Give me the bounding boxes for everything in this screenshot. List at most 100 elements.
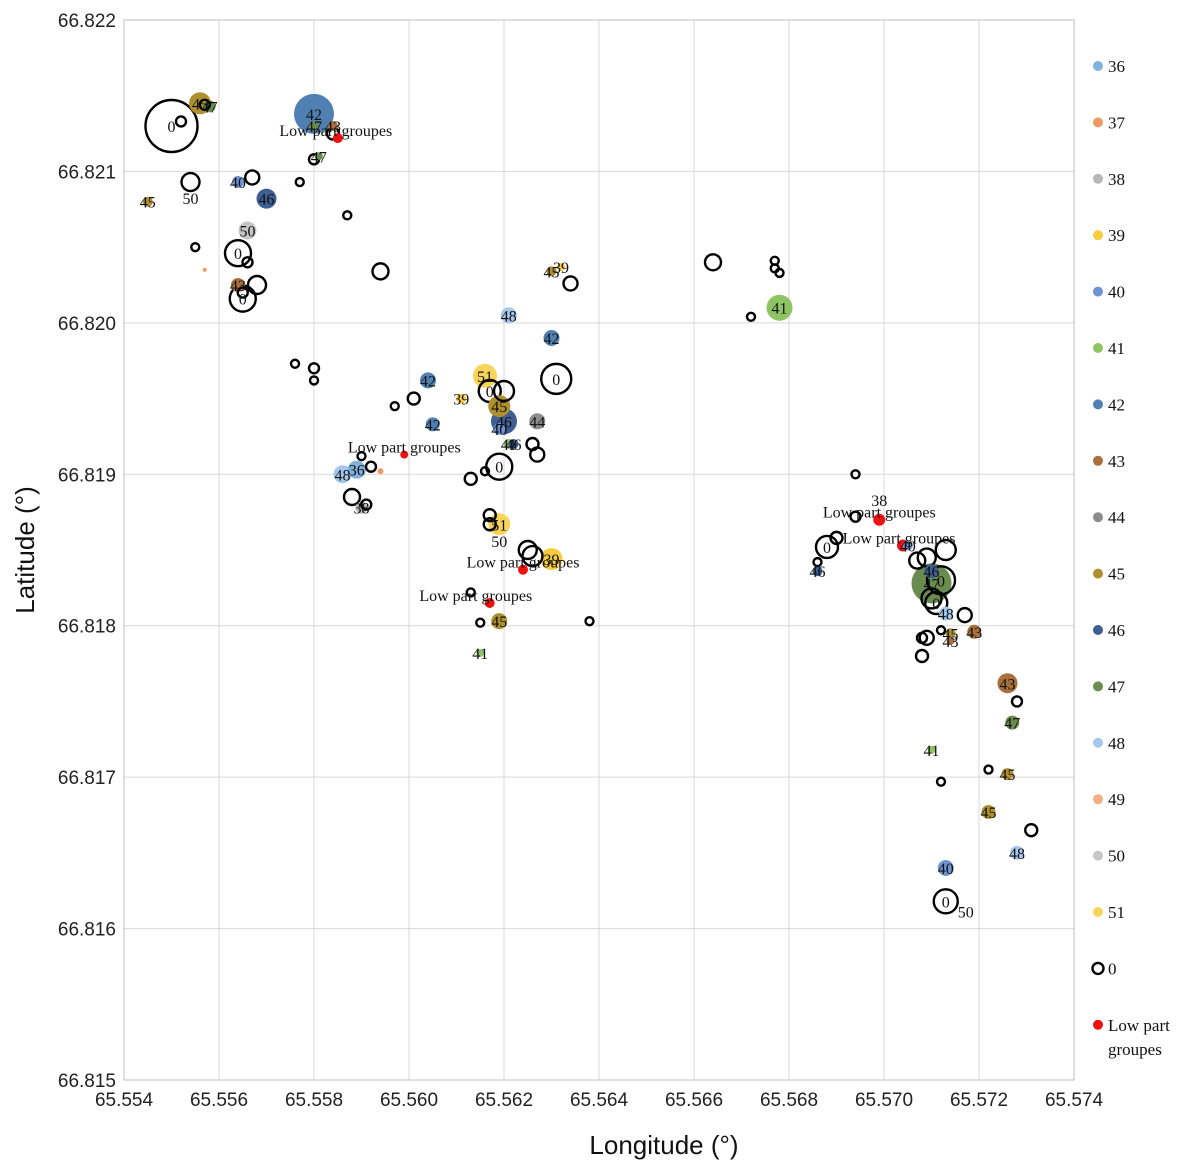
point-45	[142, 196, 153, 207]
x-tick-label: 65.568	[760, 1090, 818, 1111]
point-label: 41	[772, 301, 788, 318]
zero-ring-point	[814, 534, 840, 560]
zero-ring-point	[915, 631, 929, 645]
zero-ring-point	[294, 176, 305, 188]
zero-ring-point	[246, 274, 268, 296]
point-42	[294, 93, 334, 134]
point-label: 46	[924, 564, 940, 581]
zero-ring-point	[356, 450, 367, 462]
point-label: 45	[1000, 767, 1016, 784]
legend-swatch	[1093, 61, 1103, 71]
point-label: 47	[306, 119, 322, 136]
zero-ring-point	[492, 379, 516, 403]
point-40	[937, 860, 954, 876]
zero-ring-point	[1024, 822, 1039, 838]
point-45	[945, 628, 956, 639]
zero-ring-point	[364, 460, 378, 473]
low-part-label: Low part groupes	[279, 123, 392, 140]
point-46	[508, 439, 519, 449]
zero-ring-point	[932, 888, 959, 915]
point-50	[238, 221, 257, 240]
point-label: 0	[239, 292, 247, 309]
legend-label: 40	[1108, 283, 1125, 302]
legend-swatch	[1093, 1019, 1103, 1030]
y-tick-label: 66.816	[58, 920, 116, 941]
point-label: 43	[325, 119, 341, 136]
data-points	[142, 92, 1039, 915]
point-label: 0	[937, 573, 945, 590]
point-48	[500, 307, 517, 324]
legend-swatch	[1093, 230, 1103, 241]
y-tick-label: 66.817	[58, 768, 116, 789]
point-label: 46	[259, 192, 275, 209]
zero-ring-point	[983, 764, 994, 775]
point-label: 43	[966, 625, 982, 642]
legend-label: Low part	[1108, 1016, 1170, 1035]
zero-ring-point	[812, 556, 823, 568]
point-label: 0	[932, 596, 940, 613]
zero-ring-point	[198, 98, 211, 112]
point-39	[456, 393, 467, 404]
zero-ring-point	[307, 362, 321, 375]
point-40	[902, 540, 913, 551]
point-label: 36	[349, 463, 365, 480]
point-label: 48	[335, 467, 351, 484]
zero-ring-point	[371, 262, 390, 281]
zero-ring-point	[935, 625, 947, 636]
legend-swatch	[1093, 512, 1103, 523]
point-48	[1010, 845, 1024, 860]
point-44	[529, 413, 546, 430]
legend-swatch	[1093, 455, 1103, 466]
point-label: 41	[501, 437, 517, 454]
low-part-label: Low part groupes	[419, 588, 532, 605]
point-label: 40	[491, 422, 507, 439]
zero-ring-point	[914, 648, 930, 664]
point-label: 45	[491, 614, 507, 631]
legend-swatch	[1093, 343, 1103, 353]
zero-ring-point	[908, 551, 927, 570]
point-41	[927, 745, 936, 754]
point-label: 50	[183, 191, 199, 208]
x-tick-label: 65.574	[1045, 1090, 1104, 1111]
x-tick-label: 65.562	[475, 1090, 533, 1111]
zero-ring-point	[540, 362, 573, 396]
legend-label: 50	[1108, 847, 1125, 866]
point-label: 42	[425, 417, 441, 434]
point-label: 42	[544, 331, 560, 348]
zero-ring-point	[479, 466, 491, 477]
point-42	[420, 372, 436, 389]
point-37	[377, 468, 384, 475]
point-39	[540, 548, 563, 571]
point-label: 45	[544, 264, 560, 281]
zero-ring-point	[482, 507, 497, 523]
low-part-point	[484, 598, 495, 608]
x-tick-label: 65.572	[950, 1090, 1008, 1111]
y-tick-label: 66.820	[58, 314, 116, 335]
point-42	[543, 330, 560, 346]
legend-label: 44	[1108, 508, 1126, 527]
legend-label: 51	[1108, 903, 1125, 922]
point-label: 38	[354, 501, 370, 518]
zero-ring-point	[223, 238, 253, 268]
zero-ring-point	[342, 487, 362, 507]
zero-ring-point	[342, 210, 353, 221]
legend-swatch	[1093, 173, 1103, 184]
point-47	[1005, 715, 1020, 730]
zero-ring-point	[406, 391, 421, 406]
legend-swatch	[1093, 117, 1103, 128]
point-label: 47	[311, 149, 327, 166]
legend-swatch	[1093, 399, 1103, 410]
x-tick-label: 65.554	[95, 1090, 154, 1111]
point-45	[981, 804, 996, 819]
zero-ring-point	[920, 587, 943, 610]
point-40	[493, 422, 506, 435]
zero-ring-point	[289, 358, 301, 369]
x-tick-label: 65.564	[570, 1090, 629, 1111]
point-39	[557, 262, 565, 271]
point-45	[491, 613, 508, 630]
y-tick-label: 66.819	[58, 465, 116, 486]
tick-labels: 65.554 65.556 65.558 65.560 65.562 65.564 65.5…	[58, 11, 1104, 1111]
point-label: 0	[168, 119, 176, 136]
y-tick-label: 66.818	[58, 617, 116, 638]
